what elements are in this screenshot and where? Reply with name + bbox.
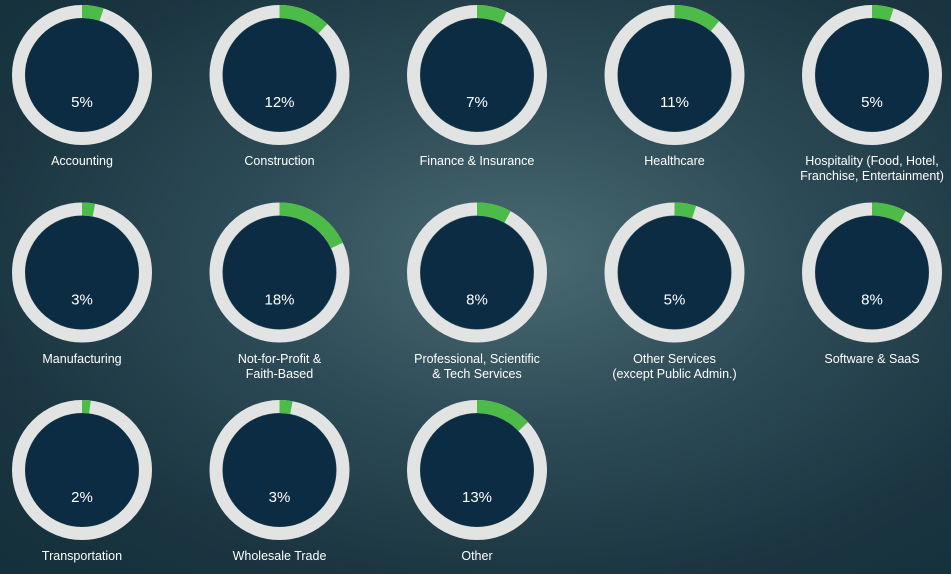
- value-label: 12%: [264, 94, 294, 111]
- category-label: Software & SaaS: [777, 352, 951, 367]
- donut-arc: [82, 12, 102, 15]
- donut-center: [26, 414, 139, 527]
- donut-arc: [872, 209, 903, 217]
- value-label: 13%: [462, 489, 492, 506]
- donut-center: [26, 216, 139, 329]
- value-label: 8%: [861, 291, 883, 308]
- donut-center: [618, 19, 731, 132]
- category-label: Professional, Scientific & Tech Services: [382, 352, 572, 382]
- value-label: 18%: [264, 291, 294, 308]
- donut-center: [421, 19, 534, 132]
- value-label: 7%: [466, 94, 488, 111]
- value-label: 3%: [269, 489, 291, 506]
- donut-arc: [82, 407, 90, 408]
- category-label: Construction: [185, 154, 375, 169]
- donut-center: [421, 414, 534, 527]
- category-label: Wholesale Trade: [185, 549, 375, 564]
- category-label: Other: [382, 549, 572, 564]
- donut-arc: [82, 209, 94, 210]
- value-label: 11%: [660, 94, 689, 111]
- donut-center: [223, 216, 336, 329]
- donut-center: [223, 19, 336, 132]
- donut-center: [26, 19, 139, 132]
- value-label: 5%: [861, 94, 883, 111]
- page: 5% 12% 7% 11% 5% 3% 18% 8% 5% 8% 2% 3% 13% Accountin…: [0, 0, 951, 574]
- category-label: Other Services (except Public Admin.): [580, 352, 770, 382]
- donut-center: [618, 216, 731, 329]
- chart: 5% 12% 7% 11% 5% 3% 18% 8% 5% 8% 2% 3% 13%: [0, 0, 951, 574]
- value-label: 8%: [466, 291, 488, 308]
- donut-arc: [675, 209, 695, 212]
- category-label: Manufacturing: [0, 352, 177, 367]
- donut-center: [223, 414, 336, 527]
- value-label: 2%: [71, 489, 93, 506]
- category-label: Accounting: [0, 154, 177, 169]
- donut-arc: [280, 407, 292, 408]
- category-label: Finance & Insurance: [382, 154, 572, 169]
- donut-arc: [477, 209, 508, 217]
- category-label: Healthcare: [580, 154, 770, 169]
- category-label: Hospitality (Food, Hotel, Franchise, Ent…: [777, 154, 951, 184]
- value-label: 5%: [664, 291, 686, 308]
- value-label: 5%: [71, 94, 93, 111]
- value-label: 3%: [71, 291, 93, 308]
- donut-arc: [477, 12, 504, 18]
- donut-center: [421, 216, 534, 329]
- category-label: Not-for-Profit & Faith-Based: [185, 352, 375, 382]
- donut-arc: [872, 12, 892, 15]
- category-label: Transportation: [0, 549, 177, 564]
- donut-center: [816, 216, 929, 329]
- donut-center: [816, 19, 929, 132]
